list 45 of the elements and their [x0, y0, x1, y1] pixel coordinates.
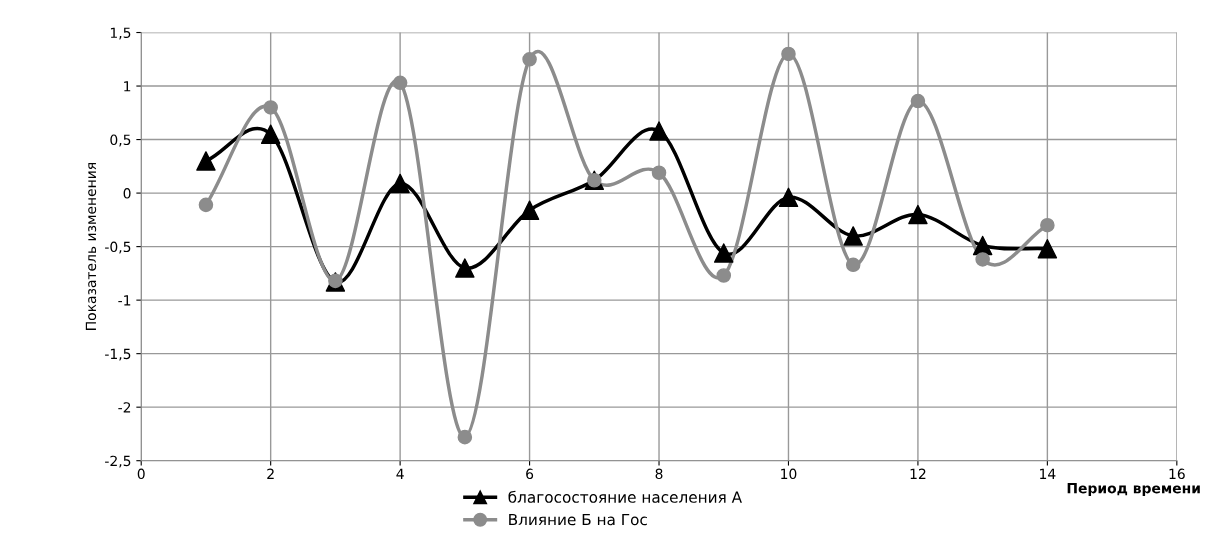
point [908, 204, 928, 225]
point [843, 226, 863, 246]
legend-label: Влияние Б на Гос [509, 513, 647, 526]
point [845, 257, 861, 273]
point [651, 165, 667, 181]
y-tick-label: 0 [123, 188, 131, 199]
point [649, 121, 669, 141]
point [390, 173, 410, 194]
point [778, 187, 799, 208]
x-tick-label: 12 [910, 468, 926, 479]
x-tick-label: 2 [267, 468, 274, 479]
point [455, 258, 475, 278]
x-tick-label: 14 [1040, 468, 1056, 479]
point [457, 429, 473, 445]
point [975, 252, 990, 267]
y-tick-label: 1 [124, 81, 131, 92]
point [713, 243, 734, 263]
point [1040, 217, 1055, 233]
point [910, 93, 926, 109]
point [263, 100, 278, 115]
y-tick-label: -1,5 [105, 348, 131, 361]
y-axis-title: Показатель изменения [85, 163, 97, 330]
x-tick-label: 16 [1169, 468, 1185, 480]
y-tick-label: 1,5 [110, 27, 131, 40]
point [196, 151, 216, 171]
point [1037, 239, 1058, 259]
x-tick-label: 0 [137, 468, 145, 480]
x-tick-label: 6 [526, 468, 534, 480]
point [519, 200, 540, 220]
y-tick-label: -2 [118, 402, 131, 413]
point [781, 46, 796, 62]
x-axis-title: Период времени [1067, 483, 1200, 497]
point [260, 124, 281, 144]
x-tick-label: 8 [655, 468, 663, 480]
point [198, 197, 214, 213]
x-tick-label: 4 [396, 468, 404, 479]
legend-label: благосостояние населения А [508, 490, 742, 503]
point [522, 51, 537, 67]
point [392, 75, 408, 91]
y-tick-label: 0,5 [110, 134, 131, 147]
y-tick-label: -1 [118, 295, 131, 306]
y-tick-label: -0,5 [105, 241, 131, 254]
point [716, 268, 732, 283]
y-tick-label: -2,5 [105, 455, 131, 468]
x-tick-label: 10 [781, 468, 797, 480]
